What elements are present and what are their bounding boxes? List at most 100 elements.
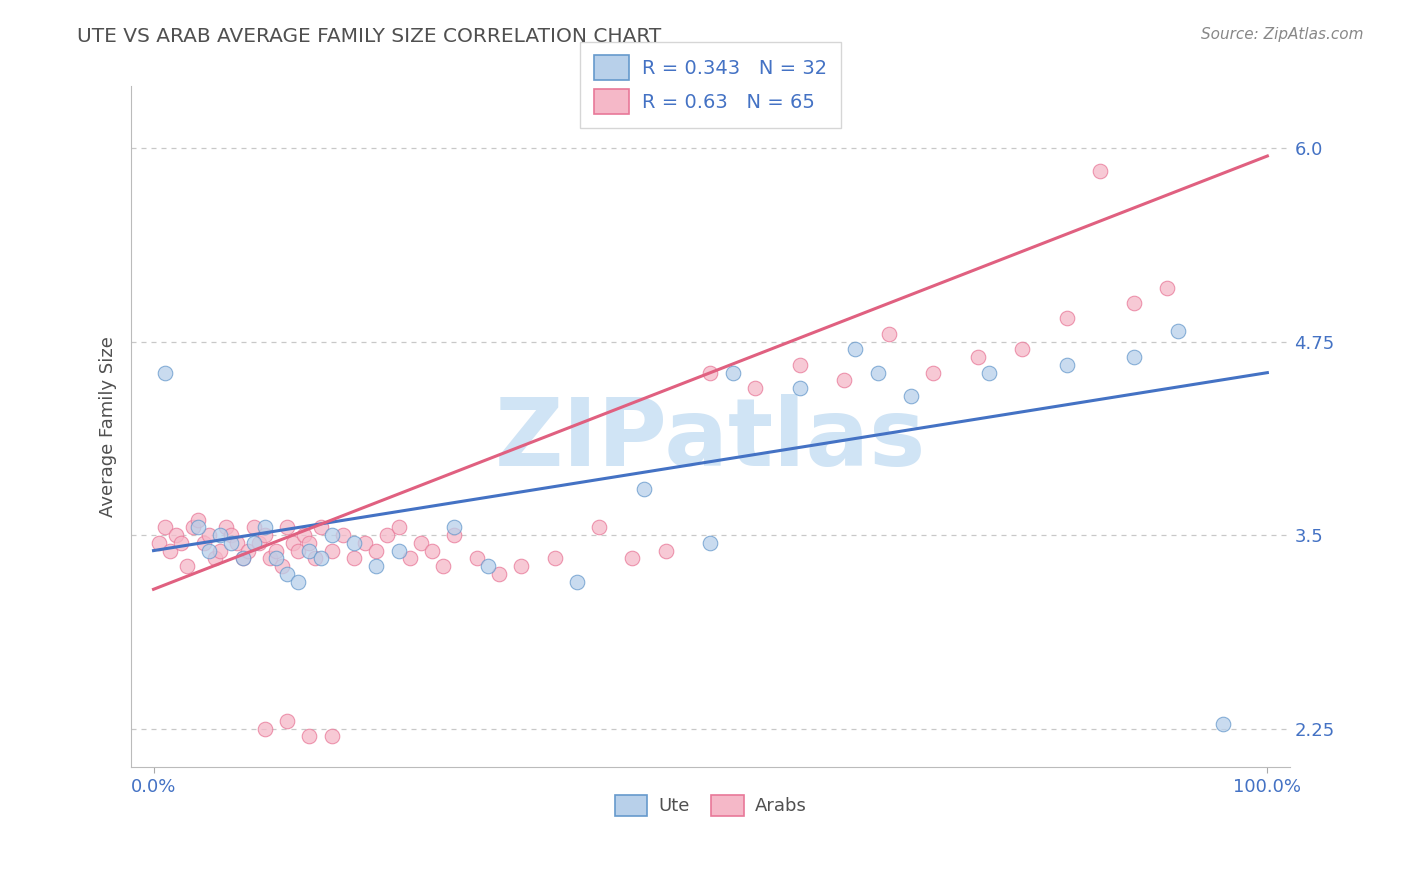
Point [443, 520, 465, 534]
Point [287, 574, 309, 589]
Point [287, 543, 309, 558]
Point [209, 528, 232, 542]
Point [721, 366, 744, 380]
Point [276, 566, 298, 581]
Point [187, 520, 209, 534]
Point [343, 536, 366, 550]
Point [253, 528, 276, 542]
Point [409, 536, 432, 550]
Point [621, 551, 644, 566]
Point [253, 722, 276, 736]
Point [420, 543, 443, 558]
Point [309, 551, 332, 566]
Point [655, 543, 678, 558]
Point [221, 528, 243, 542]
Point [321, 528, 343, 542]
Point [1167, 324, 1189, 338]
Point [176, 559, 198, 574]
Point [187, 513, 209, 527]
Point [1056, 358, 1078, 372]
Point [304, 551, 326, 566]
Point [198, 528, 221, 542]
Point [366, 543, 388, 558]
Point [264, 543, 287, 558]
Point [215, 520, 238, 534]
Point [159, 543, 181, 558]
Point [153, 366, 176, 380]
Point [477, 559, 499, 574]
Point [789, 358, 811, 372]
Legend: Ute, Arabs: Ute, Arabs [607, 788, 814, 823]
Point [343, 551, 366, 566]
Point [488, 566, 510, 581]
Point [276, 520, 298, 534]
Text: Source: ZipAtlas.com: Source: ZipAtlas.com [1201, 27, 1364, 42]
Point [432, 559, 454, 574]
Point [900, 389, 922, 403]
Point [844, 343, 866, 357]
Point [1122, 350, 1144, 364]
Point [398, 551, 420, 566]
Point [699, 536, 721, 550]
Text: UTE VS ARAB AVERAGE FAMILY SIZE CORRELATION CHART: UTE VS ARAB AVERAGE FAMILY SIZE CORRELAT… [77, 27, 662, 45]
Point [264, 551, 287, 566]
Point [253, 520, 276, 534]
Point [366, 559, 388, 574]
Point [321, 729, 343, 743]
Point [226, 536, 249, 550]
Point [922, 366, 945, 380]
Point [232, 551, 254, 566]
Point [354, 536, 377, 550]
Point [198, 543, 221, 558]
Point [633, 482, 655, 496]
Point [247, 536, 270, 550]
Point [309, 520, 332, 534]
Point [193, 536, 215, 550]
Point [1011, 343, 1033, 357]
Point [387, 520, 409, 534]
Point [977, 366, 1000, 380]
Point [1122, 296, 1144, 310]
Point [242, 520, 264, 534]
Point [204, 551, 226, 566]
Point [510, 559, 533, 574]
Point [588, 520, 610, 534]
Point [866, 366, 889, 380]
Point [443, 528, 465, 542]
Point [270, 559, 292, 574]
Point [238, 543, 260, 558]
Point [209, 543, 232, 558]
Point [699, 366, 721, 380]
Point [242, 536, 264, 550]
Point [298, 543, 321, 558]
Point [148, 536, 170, 550]
Text: ZIPatlas: ZIPatlas [495, 394, 927, 486]
Point [221, 536, 243, 550]
Point [165, 528, 187, 542]
Point [744, 381, 766, 395]
Point [377, 528, 399, 542]
Point [966, 350, 988, 364]
Point [298, 536, 321, 550]
Point [543, 551, 565, 566]
Point [181, 520, 204, 534]
Y-axis label: Average Family Size: Average Family Size [100, 336, 117, 517]
Point [276, 714, 298, 728]
Point [1212, 717, 1234, 731]
Point [1090, 164, 1112, 178]
Point [1156, 280, 1178, 294]
Point [789, 381, 811, 395]
Point [565, 574, 588, 589]
Point [832, 373, 855, 387]
Point [387, 543, 409, 558]
Point [321, 543, 343, 558]
Point [153, 520, 176, 534]
Point [332, 528, 354, 542]
Point [465, 551, 488, 566]
Point [1056, 311, 1078, 326]
Point [298, 729, 321, 743]
Point [281, 536, 304, 550]
Point [232, 551, 254, 566]
Point [877, 326, 900, 341]
Point [259, 551, 281, 566]
